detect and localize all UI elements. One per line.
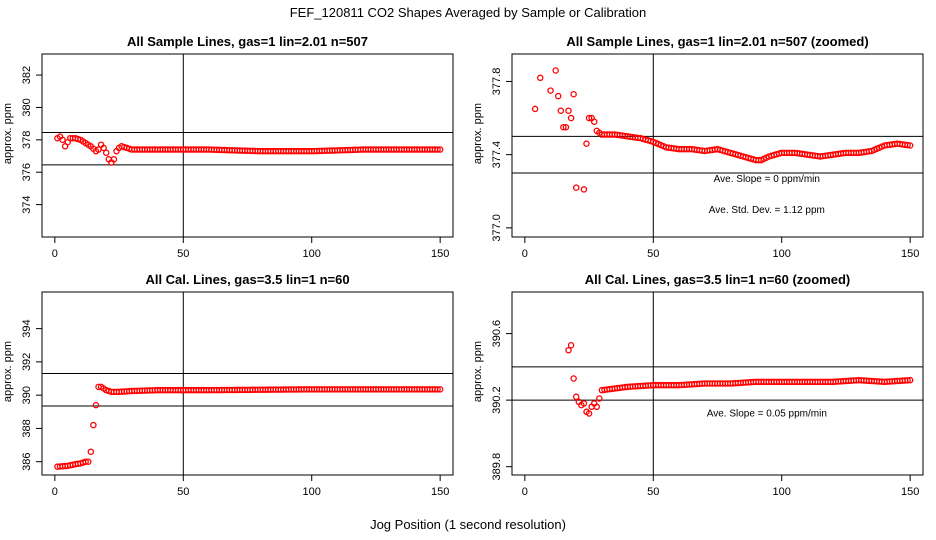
y-tick-label: 394	[21, 319, 33, 337]
panel-sample-full: All Sample Lines, gas=1 lin=2.01 n=507 0 5…	[2, 34, 454, 260]
data-point	[537, 74, 544, 82]
data-point	[82, 458, 89, 465]
data-point	[570, 375, 577, 382]
data-point	[565, 107, 572, 114]
y-tick-label: 390	[21, 386, 33, 404]
x-tick-label: 0	[52, 486, 58, 498]
y-axis-label: approx. ppm	[2, 103, 14, 164]
data-point	[436, 386, 444, 393]
data-point	[596, 395, 603, 402]
y-tick-label: 390.6	[491, 320, 503, 348]
y-tick-label: 390.2	[491, 386, 503, 414]
y-axis-label: approx. ppm	[472, 103, 484, 164]
y-tick-label: 376	[21, 163, 33, 181]
data-point	[87, 448, 95, 455]
data-point	[572, 184, 580, 191]
annotation-text: Ave. Slope = 0.05 ppm/min	[707, 408, 827, 419]
y-tick-label: 392	[21, 353, 33, 371]
plot-frame	[511, 291, 924, 476]
y-axis-label: approx. ppm	[472, 341, 484, 402]
data-point	[547, 87, 554, 94]
data-point	[565, 346, 572, 354]
figure-title: FEF_120811 CO2 Shapes Averaged by Sample…	[289, 5, 647, 20]
data-point	[554, 92, 562, 100]
panel-cal-full: All Cal. Lines, gas=3.5 lin=1 n=60 0 50 100…	[2, 272, 454, 498]
data-point	[567, 114, 575, 122]
panel-sample-zoom: All Sample Lines, gas=1 lin=2.01 n=507 (…	[472, 34, 924, 260]
data-point	[906, 376, 914, 384]
panel-title: All Sample Lines, gas=1 lin=2.01 n=507 (…	[566, 34, 868, 49]
data-point	[100, 144, 107, 152]
y-axis-label: approx. ppm	[2, 341, 14, 402]
data-point	[102, 149, 110, 157]
data-point	[583, 140, 590, 147]
data-point	[904, 141, 911, 149]
data-point	[434, 146, 441, 153]
x-tick-label: 50	[647, 486, 659, 498]
data-point	[90, 421, 97, 429]
data-point	[590, 118, 598, 125]
y-tick-label: 378	[21, 131, 33, 149]
data-point	[570, 91, 577, 98]
y-tick-label: 382	[21, 66, 33, 84]
y-tick-label: 386	[21, 453, 33, 471]
x-tick-label: 150	[901, 486, 919, 498]
data-point	[585, 114, 593, 122]
x-tick-label: 100	[303, 248, 321, 260]
data-point	[434, 386, 441, 393]
panel-title: All Sample Lines, gas=1 lin=2.01 n=507	[127, 34, 368, 49]
annotation-text: Ave. Std. Dev. = 1.12 ppm	[709, 205, 825, 216]
y-tick-label: 377.0	[491, 214, 503, 242]
x-tick-label: 50	[647, 248, 659, 260]
data-point	[904, 377, 911, 384]
y-tick-label: 380	[21, 98, 33, 116]
x-tick-label: 100	[303, 486, 321, 498]
data-point	[59, 136, 66, 144]
y-tick-label: 389.8	[491, 453, 503, 481]
data-point	[436, 146, 444, 153]
x-tick-label: 100	[773, 486, 791, 498]
x-tick-label: 50	[177, 248, 189, 260]
data-point	[906, 142, 914, 149]
x-tick-label: 50	[177, 486, 189, 498]
panel-cal-zoom: All Cal. Lines, gas=3.5 lin=1 n=60 (zoom…	[472, 272, 924, 498]
data-point	[585, 410, 593, 417]
x-tick-label: 150	[431, 486, 449, 498]
x-tick-label: 150	[431, 248, 449, 260]
data-point	[593, 403, 601, 411]
y-tick-label: 374	[21, 195, 33, 213]
y-tick-label: 388	[21, 419, 33, 437]
data-point	[557, 107, 565, 114]
plot-frame	[41, 53, 454, 238]
x-tick-label: 0	[522, 486, 528, 498]
data-point	[531, 105, 539, 113]
data-point	[562, 123, 570, 131]
x-tick-label: 150	[901, 248, 919, 260]
data-point	[560, 123, 567, 131]
data-point	[567, 341, 575, 349]
y-tick-label: 377.8	[491, 68, 503, 96]
data-point	[580, 186, 588, 193]
data-point	[84, 458, 92, 465]
x-tick-label: 100	[773, 248, 791, 260]
data-point	[110, 156, 118, 163]
panel-title: All Cal. Lines, gas=3.5 lin=1 n=60	[145, 272, 349, 287]
x-tick-label: 0	[52, 248, 58, 260]
data-point	[580, 400, 588, 407]
data-point	[92, 401, 100, 409]
panel-title: All Cal. Lines, gas=3.5 lin=1 n=60 (zoom…	[585, 272, 851, 287]
plot-frame	[41, 291, 454, 476]
data-point	[552, 67, 559, 74]
x-tick-label: 0	[522, 248, 528, 260]
data-point	[572, 393, 580, 401]
plot-frame	[511, 53, 924, 238]
x-axis-title: Jog Position (1 second resolution)	[370, 517, 566, 532]
y-tick-label: 377.4	[491, 141, 503, 169]
annotation-text: Ave. Slope = 0 ppm/min	[714, 174, 820, 185]
